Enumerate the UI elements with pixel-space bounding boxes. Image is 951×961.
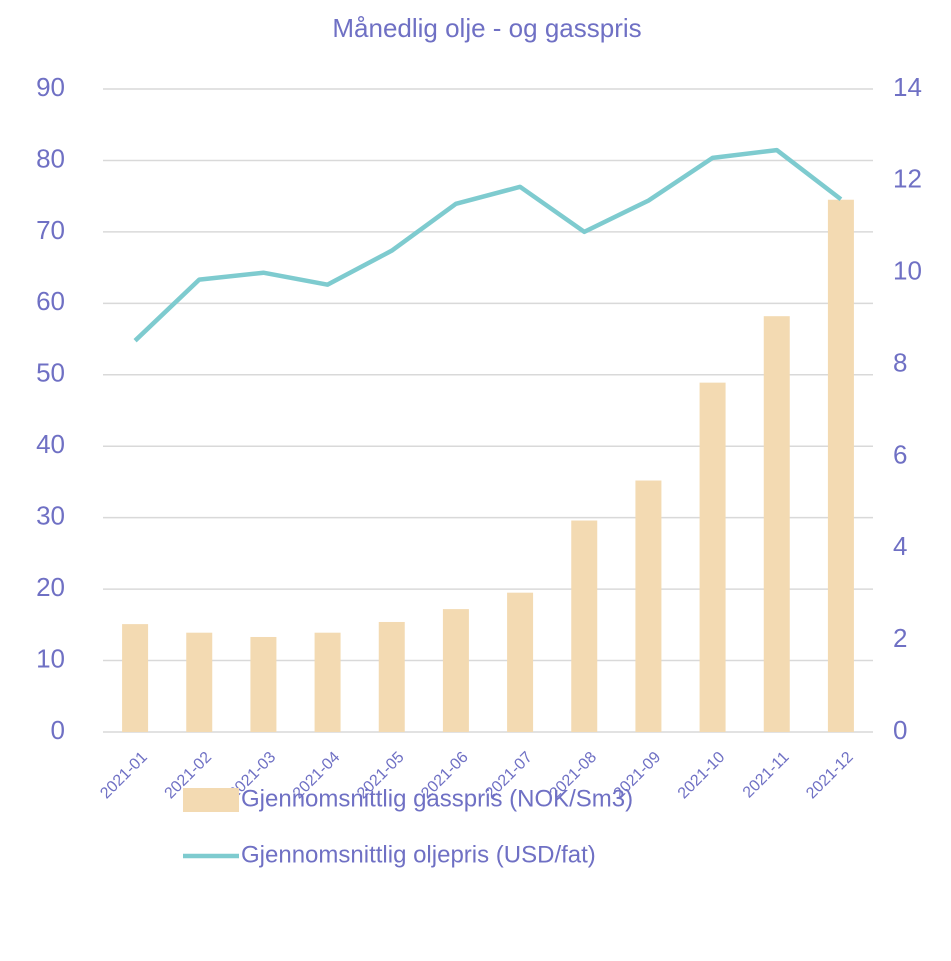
bar: [186, 632, 213, 732]
bar: [571, 520, 598, 732]
bar: [122, 624, 149, 732]
y-tick-label: 20: [36, 572, 65, 602]
chart-title: Månedlig olje - og gasspris: [332, 13, 641, 43]
y2-tick-label: 6: [893, 439, 907, 469]
y2-tick-label: 8: [893, 347, 907, 377]
bar: [699, 382, 726, 732]
y2-tick-label: 4: [893, 531, 907, 561]
y2-tick-label: 0: [893, 715, 907, 745]
bar: [763, 316, 790, 732]
bar: [442, 609, 469, 732]
y-tick-label: 80: [36, 143, 65, 173]
x-tick-label: 2021-01: [97, 749, 151, 803]
y-tick-label: 0: [51, 715, 65, 745]
y-tick-label: 10: [36, 643, 65, 673]
legend-swatch: [183, 788, 239, 812]
y-tick-label: 70: [36, 215, 65, 245]
bar: [635, 480, 662, 732]
x-tick-label: 2021-11: [740, 749, 793, 802]
y2-tick-label: 10: [893, 256, 922, 286]
y-tick-label: 50: [36, 358, 65, 388]
bar: [378, 621, 405, 732]
y2-tick-label: 2: [893, 623, 907, 653]
legend-label: Gjennomsnittlig oljepris (USD/fat): [241, 841, 596, 868]
bar: [827, 199, 854, 732]
x-tick-label: 2021-12: [803, 749, 857, 803]
bar: [507, 592, 534, 732]
legend-label: Gjennomsnittlig gasspris (NOK/Sm3): [241, 785, 633, 812]
y-tick-label: 60: [36, 286, 65, 316]
y2-tick-label: 14: [893, 72, 922, 102]
y2-tick-label: 12: [893, 164, 922, 194]
x-tick-label: 2021-10: [675, 749, 729, 803]
y-tick-label: 90: [36, 72, 65, 102]
y-tick-label: 40: [36, 429, 65, 459]
bar: [250, 636, 277, 732]
line: [133, 147, 843, 343]
bar: [314, 632, 341, 732]
y-tick-label: 30: [36, 501, 65, 531]
